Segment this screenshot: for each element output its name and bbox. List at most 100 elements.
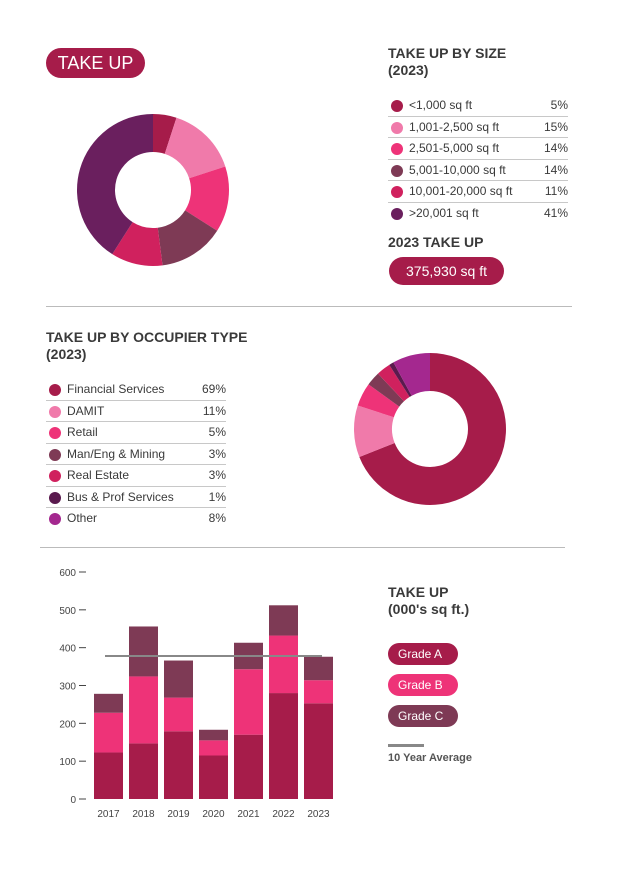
legend-dot-icon xyxy=(49,384,61,397)
bar-segment xyxy=(129,676,158,744)
bar-segment xyxy=(304,656,333,681)
bar-segment xyxy=(164,731,193,799)
size-title-line1: TAKE UP BY SIZE xyxy=(388,45,507,61)
total-value: 375,930 sq ft xyxy=(389,257,504,285)
legend-label: Bus & Prof Services xyxy=(67,489,174,504)
legend-label: 10,001-20,000 sq ft xyxy=(409,184,513,199)
donut-slice xyxy=(359,353,506,505)
occupier-title-line2: (2023) xyxy=(46,346,87,362)
occupier-title-line1: TAKE UP BY OCCUPIER TYPE xyxy=(46,329,248,345)
bar-segment xyxy=(199,729,228,741)
bar-segment xyxy=(94,693,123,713)
x-tick-label: 2020 xyxy=(202,809,225,820)
x-tick-label: 2018 xyxy=(132,809,155,820)
legend-label: >20,001 sq ft xyxy=(409,205,479,220)
x-tick-label: 2019 xyxy=(167,809,190,820)
donut-slice xyxy=(77,114,153,255)
bar-segment xyxy=(94,712,123,753)
legend-label-cell: Other xyxy=(46,508,197,529)
legend-row: DAMIT 11% xyxy=(46,400,226,422)
legend-pct: 14% xyxy=(538,137,568,160)
legend-label-cell: Bus & Prof Services xyxy=(46,486,198,508)
legend-dot-icon xyxy=(391,164,403,177)
legend-dot-icon xyxy=(49,513,61,526)
y-tick-label: 100 xyxy=(59,757,76,768)
occupier-title: TAKE UP BY OCCUPIER TYPE (2023) xyxy=(46,329,247,363)
legend-label-cell: 1,001-2,500 sq ft xyxy=(388,116,539,138)
legend-pct: 11% xyxy=(538,180,568,203)
legend-pct: 3% xyxy=(197,464,226,487)
legend-dot-icon xyxy=(49,470,61,483)
legend-pct: 3% xyxy=(197,443,226,465)
size-legend-table: <1,000 sq ft 5% 1,001-2,500 sq ft 15% 2,501-… xyxy=(388,95,568,223)
y-tick-label: 500 xyxy=(59,606,76,617)
legend-label: 1,001-2,500 sq ft xyxy=(409,119,500,134)
donut-slice xyxy=(389,362,412,397)
legend-dot-icon xyxy=(391,143,403,156)
legend-label-cell: <1,000 sq ft xyxy=(388,95,539,117)
bar-title-line2: (000's sq ft.) xyxy=(388,601,470,617)
legend-row: 1,001-2,500 sq ft 15% xyxy=(388,116,568,138)
legend-pct: 41% xyxy=(543,205,568,220)
legend-label-cell: >20,001 sq ft xyxy=(388,202,539,223)
x-tick-label: 2023 xyxy=(307,809,330,820)
legend-average-label: 10 Year Average xyxy=(388,752,472,764)
donut-slice xyxy=(112,222,163,266)
x-tick-label: 2017 xyxy=(97,809,120,820)
bar-segment xyxy=(94,752,123,799)
legend-label-cell: Financial Services xyxy=(46,379,198,401)
legend-dot-icon xyxy=(49,405,61,418)
legend-pct: 5% xyxy=(538,95,568,117)
legend-average-line xyxy=(388,744,424,747)
legend-row: Real Estate 3% xyxy=(46,464,226,487)
legend-dot-icon xyxy=(391,207,403,220)
legend-row: <1,000 sq ft 5% xyxy=(388,95,568,117)
bar-segment xyxy=(129,626,158,677)
legend-dot-icon xyxy=(49,427,61,440)
legend-row: 2,501-5,000 sq ft 14% xyxy=(388,137,568,160)
legend-label: Retail xyxy=(67,425,98,440)
legend-label: Financial Services xyxy=(67,382,165,397)
size-donut-chart xyxy=(77,114,229,266)
bar-segment xyxy=(269,693,298,799)
page-title: TAKE UP xyxy=(46,48,145,78)
donut-slice xyxy=(153,114,177,154)
legend-dot-icon xyxy=(49,491,61,504)
legend-dot-icon xyxy=(391,100,403,113)
legend-row: Financial Services 69% xyxy=(46,379,226,401)
bar-segment xyxy=(199,755,228,799)
donut-slice xyxy=(368,373,404,407)
take-up-bar-chart: 0 100 200 300 400 500 600 2017 2018 2019 2020 2021 2… xyxy=(59,568,333,820)
legend-row: Retail 5% xyxy=(46,421,226,444)
legend-label: 5,001-10,000 sq ft xyxy=(409,162,506,177)
legend-label: Man/Eng & Mining xyxy=(67,446,166,461)
donut-slice xyxy=(185,166,229,231)
legend-row: Bus & Prof Services 1% xyxy=(46,486,226,508)
donut-slice xyxy=(164,117,226,179)
legend-dot-icon xyxy=(391,186,403,199)
bar-segment xyxy=(269,635,298,694)
occupier-legend-table: Financial Services 69% DAMIT 11% Retail 5% Man… xyxy=(46,379,226,529)
legend-pct: 15% xyxy=(538,116,568,138)
bar-segment xyxy=(304,703,333,799)
y-tick-label: 600 xyxy=(59,568,76,579)
donut-slice xyxy=(377,364,410,402)
legend-row: Other 8% xyxy=(46,508,226,529)
legend-label: DAMIT xyxy=(67,403,105,418)
legend-label-cell: DAMIT xyxy=(46,400,198,422)
legend-label: Real Estate xyxy=(67,468,130,483)
bar-chart-title: TAKE UP (000's sq ft.) xyxy=(388,584,469,618)
x-tick-label: 2021 xyxy=(237,809,260,820)
legend-pct: 69% xyxy=(197,379,226,401)
legend-grade-b: Grade B xyxy=(388,674,458,696)
divider xyxy=(40,547,565,548)
bar-title-line1: TAKE UP xyxy=(388,584,449,600)
divider xyxy=(46,306,572,307)
occupier-donut-chart xyxy=(354,353,506,505)
donut-slice xyxy=(393,353,430,396)
legend-pct: 5% xyxy=(197,421,226,444)
legend-label-cell: 10,001-20,000 sq ft xyxy=(388,180,539,203)
bar-segment xyxy=(269,605,298,636)
legend-label-cell: Real Estate xyxy=(46,464,198,487)
y-tick-label: 200 xyxy=(59,719,76,730)
